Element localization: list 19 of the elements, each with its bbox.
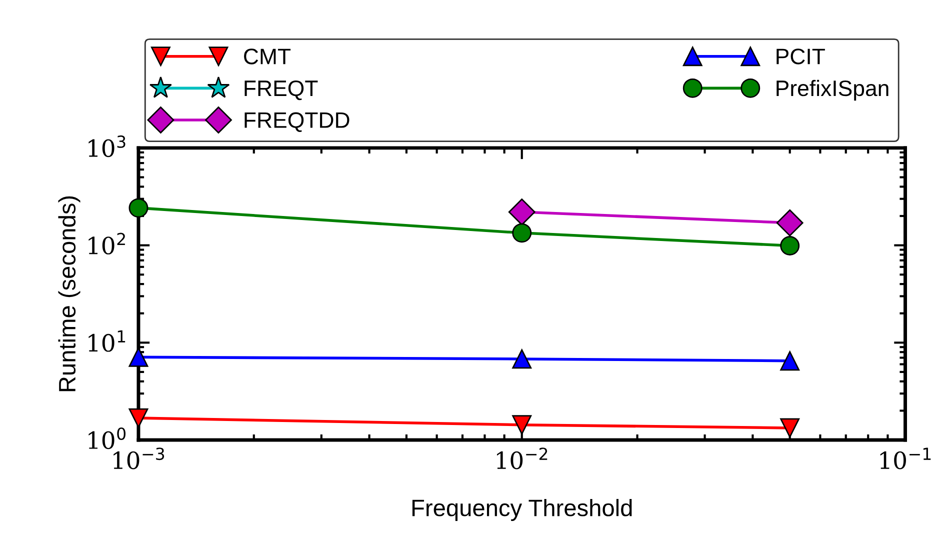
legend-label: FREQTDD (244, 112, 350, 132)
y-tick-label: 10$^{3}$ (88, 135, 126, 158)
legend-label: CMT (244, 48, 291, 64)
legend-label: PrefixISpan (776, 80, 888, 101)
legend-label: PCIT (776, 48, 825, 64)
point (776, 209, 804, 236)
y-axis-title: Runtime (seconds) (58, 196, 80, 392)
legend-label: FREQT (244, 80, 318, 100)
x-tick-label: 10$^{−3}$ (114, 448, 164, 470)
y-tick-label: 10$^{2}$ (88, 232, 125, 254)
y-tick-label: 10$^{1}$ (88, 330, 126, 352)
y-tick-label: 10$^{0}$ (88, 427, 126, 450)
point (128, 198, 148, 218)
x-axis-title: Frequency Threshold (412, 498, 632, 521)
x-tick-label: 10$^{−1}$ (880, 448, 931, 470)
point (780, 351, 800, 371)
point (780, 418, 800, 438)
point (780, 236, 800, 256)
x-tick-label: 10$^{−2}$ (497, 448, 548, 470)
